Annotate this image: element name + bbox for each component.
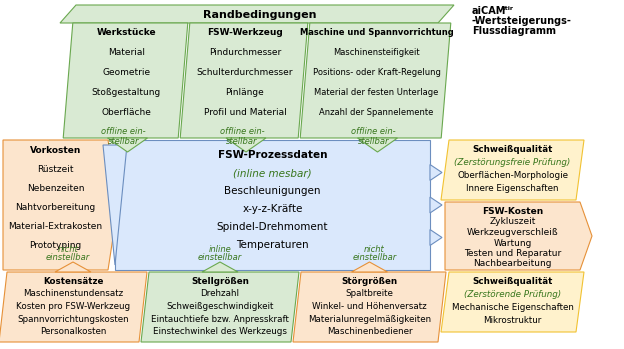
- Text: Materialunregelmäßigkeiten: Materialunregelmäßigkeiten: [308, 314, 431, 324]
- Text: Profil und Material: Profil und Material: [203, 108, 286, 117]
- Text: Wartung: Wartung: [494, 238, 532, 247]
- Text: Maschinensteifigkeit: Maschinensteifigkeit: [333, 48, 420, 57]
- Polygon shape: [202, 262, 238, 272]
- Polygon shape: [300, 23, 451, 138]
- Text: x-y-z-Kräfte: x-y-z-Kräfte: [242, 204, 303, 214]
- Text: Kostensätze: Kostensätze: [43, 277, 103, 286]
- Polygon shape: [55, 262, 91, 272]
- Text: (Zerstörungsfreie Prüfung): (Zerstörungsfreie Prüfung): [454, 158, 570, 167]
- Text: (inline mesbar): (inline mesbar): [233, 168, 312, 178]
- Polygon shape: [107, 138, 147, 152]
- Text: Drehzahl: Drehzahl: [200, 290, 240, 298]
- Text: (Zerstörende Prüfung): (Zerstörende Prüfung): [464, 290, 561, 299]
- Text: einstellbar: einstellbar: [198, 253, 242, 262]
- Text: Personalkosten: Personalkosten: [40, 327, 106, 336]
- Text: Material-Extrakosten: Material-Extrakosten: [9, 222, 102, 231]
- Text: Geometrie: Geometrie: [102, 68, 150, 77]
- Text: Eintauchtiefe bzw. Anpresskraft: Eintauchtiefe bzw. Anpresskraft: [151, 314, 289, 324]
- Polygon shape: [60, 5, 454, 23]
- Text: Schweißqualität: Schweißqualität: [472, 145, 553, 154]
- Text: FSW-Werkzeug: FSW-Werkzeug: [207, 28, 283, 37]
- Polygon shape: [430, 230, 442, 245]
- Text: Innere Eigenschaften: Innere Eigenschaften: [466, 184, 558, 193]
- Text: Beschleunigungen: Beschleunigungen: [224, 186, 321, 196]
- Text: offline ein-: offline ein-: [101, 127, 146, 136]
- Text: Material: Material: [108, 48, 145, 57]
- Text: Material der festen Unterlage: Material der festen Unterlage: [314, 88, 439, 97]
- Text: Nachbearbeitung: Nachbearbeitung: [473, 260, 552, 268]
- Text: FSW-Prozessdaten: FSW-Prozessdaten: [218, 150, 327, 160]
- Text: Winkel- und Höhenversatz: Winkel- und Höhenversatz: [312, 302, 427, 311]
- Text: Prototyping: Prototyping: [29, 241, 82, 250]
- Text: Flussdiagramm: Flussdiagramm: [472, 26, 556, 36]
- Text: Kosten pro FSW-Werkzeug: Kosten pro FSW-Werkzeug: [16, 302, 130, 311]
- Polygon shape: [430, 197, 442, 213]
- Polygon shape: [3, 140, 118, 270]
- Text: Oberflächen-Morphologie: Oberflächen-Morphologie: [457, 171, 568, 180]
- Polygon shape: [441, 140, 584, 200]
- Text: einstellbar: einstellbar: [353, 253, 397, 262]
- Polygon shape: [141, 272, 299, 342]
- Polygon shape: [351, 262, 388, 272]
- Text: Nahtvorbereitung: Nahtvorbereitung: [16, 203, 95, 212]
- Polygon shape: [63, 23, 188, 138]
- Text: FSW-Kosten: FSW-Kosten: [482, 207, 543, 216]
- Text: Randbedingungen: Randbedingungen: [203, 10, 316, 20]
- Text: Maschine und Spannvorrichtung: Maschine und Spannvorrichtung: [300, 28, 454, 37]
- Polygon shape: [430, 164, 442, 180]
- Text: Temperaturen: Temperaturen: [236, 240, 309, 250]
- Text: inline: inline: [208, 245, 232, 253]
- Text: Pindurchmesser: Pindurchmesser: [209, 48, 281, 57]
- Text: nicht: nicht: [364, 245, 385, 253]
- Text: Pinlänge: Pinlänge: [226, 88, 265, 97]
- Text: einstellbar: einstellbar: [46, 253, 90, 262]
- Text: stellbar: stellbar: [358, 136, 389, 146]
- FancyBboxPatch shape: [115, 140, 430, 270]
- Text: Rüstzeit: Rüstzeit: [37, 165, 74, 174]
- Text: Zykluszeit: Zykluszeit: [489, 217, 535, 227]
- Text: Stoßgestaltung: Stoßgestaltung: [92, 88, 161, 97]
- Polygon shape: [103, 145, 127, 265]
- Text: Testen und Reparatur: Testen und Reparatur: [464, 249, 561, 258]
- Text: Schulterdurchmesser: Schulterdurchmesser: [197, 68, 293, 77]
- Text: offline ein-: offline ein-: [351, 127, 396, 136]
- Text: Nebenzeiten: Nebenzeiten: [27, 184, 84, 193]
- Text: Mikrostruktur: Mikrostruktur: [484, 316, 542, 325]
- Polygon shape: [358, 138, 397, 152]
- Text: Stellgrößen: Stellgrößen: [191, 277, 249, 286]
- Text: Anzahl der Spannelemente: Anzahl der Spannelemente: [319, 108, 434, 117]
- Polygon shape: [226, 138, 266, 152]
- Text: Maschinenbediener: Maschinenbediener: [327, 327, 412, 336]
- Text: stellbar: stellbar: [227, 136, 258, 146]
- Text: -Wertsteigerungs-: -Wertsteigerungs-: [472, 16, 572, 26]
- Text: aiCAM: aiCAM: [472, 6, 506, 16]
- Polygon shape: [441, 272, 584, 332]
- Polygon shape: [445, 202, 592, 270]
- Text: Einstechwinkel des Werkzeugs: Einstechwinkel des Werkzeugs: [153, 327, 287, 336]
- Polygon shape: [293, 272, 446, 342]
- Text: Spindel-Drehmoment: Spindel-Drehmoment: [217, 222, 328, 232]
- Text: Mechanische Eigenschaften: Mechanische Eigenschaften: [452, 303, 573, 312]
- Text: Spannvorrichtungskosten: Spannvorrichtungskosten: [17, 314, 129, 324]
- Text: Störgrößen: Störgrößen: [341, 277, 397, 286]
- Text: Werkzeugverschleiß: Werkzeugverschleiß: [467, 228, 558, 237]
- Text: offline ein-: offline ein-: [220, 127, 265, 136]
- Text: Schweißgeschwindigkeit: Schweißgeschwindigkeit: [167, 302, 274, 311]
- Text: nicht: nicht: [57, 245, 79, 253]
- Text: stellbar: stellbar: [108, 136, 139, 146]
- Polygon shape: [180, 23, 308, 138]
- Text: stir: stir: [502, 6, 514, 11]
- Text: Oberfläche: Oberfläche: [102, 108, 152, 117]
- Text: Positions- oder Kraft-Regelung: Positions- oder Kraft-Regelung: [313, 68, 441, 77]
- Text: Schweißqualität: Schweißqualität: [472, 277, 553, 286]
- Text: Maschinenstundensatz: Maschinenstundensatz: [23, 290, 123, 298]
- Text: Werkstücke: Werkstücke: [97, 28, 157, 37]
- Polygon shape: [0, 272, 147, 342]
- Text: Spaltbreite: Spaltbreite: [346, 290, 394, 298]
- Text: Vorkosten: Vorkosten: [30, 146, 81, 155]
